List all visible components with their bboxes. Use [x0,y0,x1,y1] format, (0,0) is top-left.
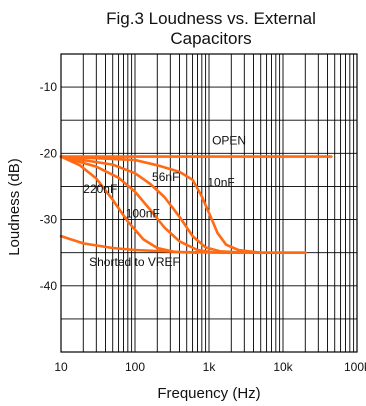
annotation-label: 100nF [126,207,160,221]
annotation-label: OPEN [212,134,246,148]
x-axis-label: Frequency (Hz) [157,385,260,402]
x-tick-label: 100 [125,360,145,374]
chart-title-line-2: Capacitors [170,29,251,48]
series-lines [59,155,333,254]
y-tick-labels: -10 -20 -30 -40 [40,80,58,293]
annotation-label: 56nF [152,170,179,184]
x-tick-label: 10 [54,360,68,374]
y-tick-label: -20 [40,146,58,160]
y-tick-label: -40 [40,279,58,293]
y-axis-label: Loudness (dB) [6,158,23,256]
annotation-label: Shorted to VREF [89,255,180,269]
x-tick-label: 100k [344,360,366,374]
y-tick-label: -10 [40,80,58,94]
series-line-100nf [59,155,217,254]
x-tick-label: 10k [273,360,293,374]
series-line-shorted-to-vref [59,234,307,254]
curve-annotations: OPEN 56nF 10nF 220nF 100nF Shorted to VREF [83,134,246,269]
plot-grid [61,54,357,352]
chart-title: Fig.3 Loudness vs. External Capacitors [106,9,316,48]
series-line-56nf [59,155,246,254]
annotation-label: 10nF [207,175,234,189]
series-line-10nf [59,155,307,254]
chart-title-line-1: Fig.3 Loudness vs. External [106,9,316,28]
plot-frame [60,53,358,353]
x-tick-label: 1k [203,360,217,374]
annotation-label: 220nF [83,182,117,196]
y-tick-label: -30 [40,213,58,227]
x-tick-labels: 10 100 1k 10k 100k [54,360,366,374]
